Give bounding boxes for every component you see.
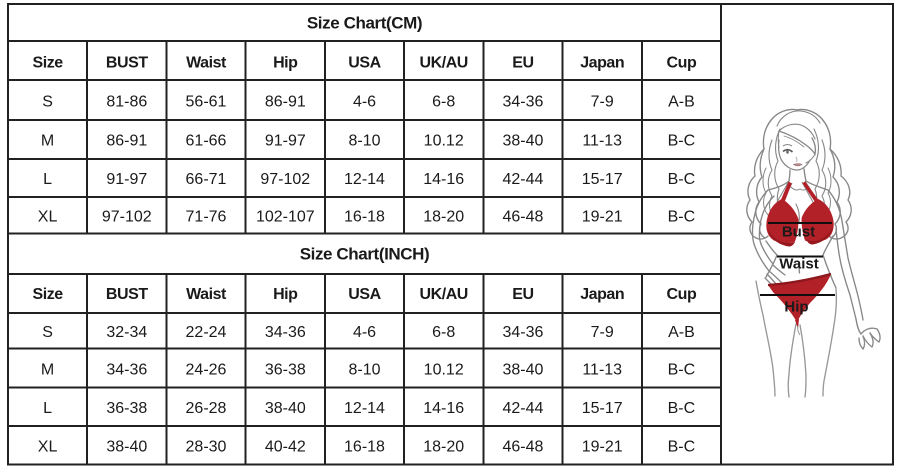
- svg-text:19-21: 19-21: [582, 209, 623, 226]
- svg-text:26-28: 26-28: [186, 400, 227, 417]
- svg-text:16-18: 16-18: [344, 209, 385, 226]
- svg-text:34-36: 34-36: [502, 94, 543, 111]
- svg-text:38-40: 38-40: [265, 400, 306, 417]
- svg-text:24-26: 24-26: [186, 362, 227, 379]
- svg-text:B-C: B-C: [668, 171, 696, 188]
- svg-text:34-36: 34-36: [502, 324, 543, 341]
- svg-text:S: S: [42, 324, 53, 341]
- svg-text:14-16: 14-16: [423, 400, 464, 417]
- svg-text:A-B: A-B: [668, 324, 695, 341]
- svg-text:Hip: Hip: [273, 286, 298, 303]
- svg-text:12-14: 12-14: [344, 171, 385, 188]
- svg-text:Waist: Waist: [186, 286, 227, 303]
- svg-text:BUST: BUST: [106, 286, 148, 303]
- svg-text:28-30: 28-30: [186, 439, 227, 456]
- svg-text:XL: XL: [38, 439, 58, 456]
- svg-text:97-102: 97-102: [260, 171, 310, 188]
- svg-text:L: L: [43, 171, 52, 188]
- svg-text:14-16: 14-16: [423, 171, 464, 188]
- svg-text:32-34: 32-34: [106, 324, 147, 341]
- svg-text:15-17: 15-17: [582, 171, 623, 188]
- svg-text:18-20: 18-20: [423, 209, 464, 226]
- svg-text:91-97: 91-97: [265, 133, 306, 150]
- svg-text:Japan: Japan: [580, 286, 624, 303]
- svg-text:Bust: Bust: [782, 224, 815, 241]
- svg-text:Japan: Japan: [580, 55, 624, 72]
- svg-text:8-10: 8-10: [348, 362, 380, 379]
- svg-text:4-6: 4-6: [353, 94, 376, 111]
- svg-text:46-48: 46-48: [502, 209, 543, 226]
- svg-text:19-21: 19-21: [582, 439, 623, 456]
- svg-text:46-48: 46-48: [502, 439, 543, 456]
- svg-text:B-C: B-C: [668, 400, 696, 417]
- svg-text:86-91: 86-91: [106, 133, 147, 150]
- svg-text:12-14: 12-14: [344, 400, 385, 417]
- svg-text:56-61: 56-61: [186, 94, 227, 111]
- svg-text:EU: EU: [512, 286, 533, 303]
- svg-text:71-76: 71-76: [186, 209, 227, 226]
- svg-text:15-17: 15-17: [582, 400, 623, 417]
- svg-text:Cup: Cup: [667, 286, 697, 303]
- svg-text:38-40: 38-40: [502, 133, 543, 150]
- svg-text:B-C: B-C: [668, 209, 696, 226]
- svg-text:6-8: 6-8: [432, 94, 455, 111]
- svg-text:42-44: 42-44: [502, 400, 543, 417]
- svg-text:36-38: 36-38: [106, 400, 147, 417]
- svg-text:Size: Size: [32, 286, 63, 303]
- svg-text:86-91: 86-91: [265, 94, 306, 111]
- svg-text:M: M: [41, 133, 54, 150]
- svg-text:USA: USA: [348, 286, 381, 303]
- svg-text:7-9: 7-9: [591, 94, 614, 111]
- svg-text:38-40: 38-40: [502, 362, 543, 379]
- svg-text:18-20: 18-20: [423, 439, 464, 456]
- svg-text:Hip: Hip: [784, 299, 808, 316]
- svg-text:81-86: 81-86: [106, 94, 147, 111]
- svg-text:38-40: 38-40: [106, 439, 147, 456]
- svg-text:M: M: [41, 362, 54, 379]
- svg-text:A-B: A-B: [668, 94, 695, 111]
- svg-text:S: S: [42, 94, 53, 111]
- svg-text:B-C: B-C: [668, 133, 696, 150]
- svg-text:34-36: 34-36: [106, 362, 147, 379]
- svg-text:XL: XL: [38, 209, 58, 226]
- svg-text:7-9: 7-9: [591, 324, 614, 341]
- svg-text:34-36: 34-36: [265, 324, 306, 341]
- svg-text:102-107: 102-107: [256, 209, 315, 226]
- svg-text:97-102: 97-102: [102, 209, 152, 226]
- svg-text:Size Chart(CM): Size Chart(CM): [307, 14, 422, 33]
- svg-text:Waist: Waist: [186, 55, 227, 72]
- svg-text:EU: EU: [512, 55, 533, 72]
- svg-text:16-18: 16-18: [344, 439, 385, 456]
- svg-text:22-24: 22-24: [186, 324, 227, 341]
- svg-text:Waist: Waist: [779, 256, 818, 273]
- svg-text:UK/AU: UK/AU: [419, 55, 467, 72]
- svg-text:B-C: B-C: [668, 439, 696, 456]
- svg-text:4-6: 4-6: [353, 324, 376, 341]
- svg-text:UK/AU: UK/AU: [419, 286, 467, 303]
- svg-text:61-66: 61-66: [186, 133, 227, 150]
- svg-text:B-C: B-C: [668, 362, 696, 379]
- svg-text:6-8: 6-8: [432, 324, 455, 341]
- svg-text:BUST: BUST: [106, 55, 148, 72]
- svg-text:91-97: 91-97: [106, 171, 147, 188]
- svg-text:10.12: 10.12: [424, 362, 464, 379]
- svg-text:36-38: 36-38: [265, 362, 306, 379]
- svg-text:Hip: Hip: [273, 55, 298, 72]
- svg-text:10.12: 10.12: [424, 133, 464, 150]
- svg-text:Size: Size: [32, 55, 63, 72]
- svg-text:11-13: 11-13: [582, 133, 622, 150]
- svg-text:USA: USA: [348, 55, 381, 72]
- svg-text:Cup: Cup: [667, 55, 697, 72]
- svg-text:11-13: 11-13: [582, 362, 622, 379]
- svg-text:Size Chart(INCH): Size Chart(INCH): [300, 245, 430, 264]
- svg-text:40-42: 40-42: [265, 439, 306, 456]
- svg-text:8-10: 8-10: [348, 133, 380, 150]
- svg-text:42-44: 42-44: [502, 171, 543, 188]
- svg-text:L: L: [43, 400, 52, 417]
- svg-text:66-71: 66-71: [186, 171, 227, 188]
